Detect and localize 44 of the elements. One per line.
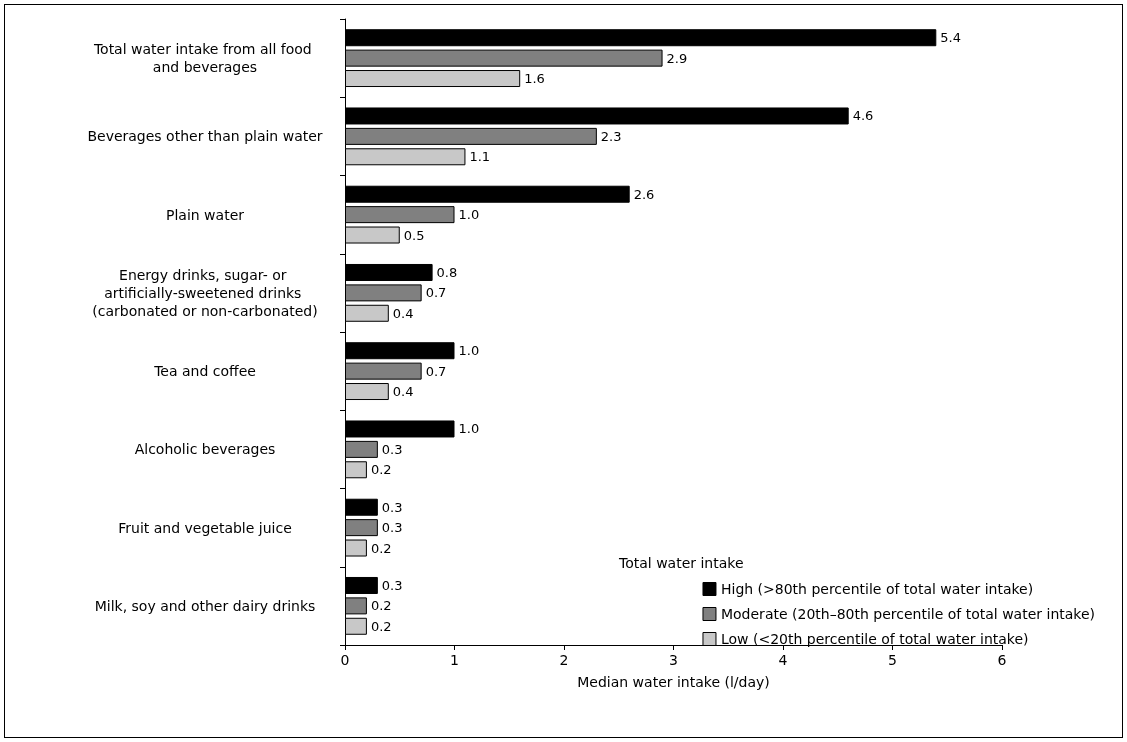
data-label: 0.5 xyxy=(403,227,425,243)
y-tick-label: Fruit and vegetable juice xyxy=(118,519,292,536)
legend-title: Total water intake xyxy=(618,555,744,571)
data-label: 0.3 xyxy=(381,499,403,515)
data-label: 0.4 xyxy=(392,384,414,400)
y-tick-label: Beverages other than plain water xyxy=(87,128,323,145)
data-label: 0.8 xyxy=(436,264,458,280)
y-tick-label: Total water intake from all food and beverages xyxy=(92,41,317,76)
data-label: 2.3 xyxy=(600,128,622,144)
legend-label: High (>80th percentile of total water intake) xyxy=(720,581,1034,597)
x-tick-label: 1 xyxy=(450,652,459,668)
x-tick-label: 2 xyxy=(559,652,569,668)
y-tick-label: Alcoholic beverages xyxy=(134,441,276,458)
data-label: 2.9 xyxy=(666,50,688,66)
data-label: 0.2 xyxy=(370,618,392,634)
y-tick-label: Plain water xyxy=(165,206,245,223)
data-label: 0.2 xyxy=(370,462,392,478)
x-tick-label: 6 xyxy=(997,652,1007,668)
data-label: 1.6 xyxy=(524,71,545,87)
data-label: 2.6 xyxy=(633,186,655,202)
data-label: 1.0 xyxy=(458,343,480,359)
data-label: 0.2 xyxy=(370,540,392,556)
data-label: 0.3 xyxy=(381,441,403,457)
data-label: 1.0 xyxy=(458,421,480,437)
data-label: 0.2 xyxy=(370,598,392,614)
x-tick-label: 3 xyxy=(669,652,678,668)
data-label: 4.6 xyxy=(852,108,874,124)
data-label: 0.3 xyxy=(381,577,403,593)
legend-label: Moderate (20th–80th percentile of total water intake) xyxy=(720,606,1096,622)
legend-label: Low (<20th percentile of total water intake) xyxy=(720,631,1029,647)
data-label: 5.4 xyxy=(940,30,961,46)
x-axis-title: Median water intake (l/day) xyxy=(577,674,770,690)
x-tick-label: 5 xyxy=(888,652,897,668)
y-tick-label: Milk, soy and other dairy drinks xyxy=(94,597,316,614)
data-label: 1.1 xyxy=(469,149,491,165)
data-label: 0.3 xyxy=(381,520,403,536)
y-tick-label: Tea and coffee xyxy=(153,363,256,380)
x-tick-label: 4 xyxy=(778,652,788,668)
data-label: 0.7 xyxy=(425,285,447,301)
x-tick-label: 0 xyxy=(340,652,350,668)
data-label: 1.0 xyxy=(458,207,480,223)
y-tick-label: Energy drinks, sugar- or artificially-sweetened drinks (carbonated or non-carbonated) xyxy=(92,266,318,319)
data-label: 0.4 xyxy=(392,305,414,321)
data-label: 0.7 xyxy=(425,363,447,379)
